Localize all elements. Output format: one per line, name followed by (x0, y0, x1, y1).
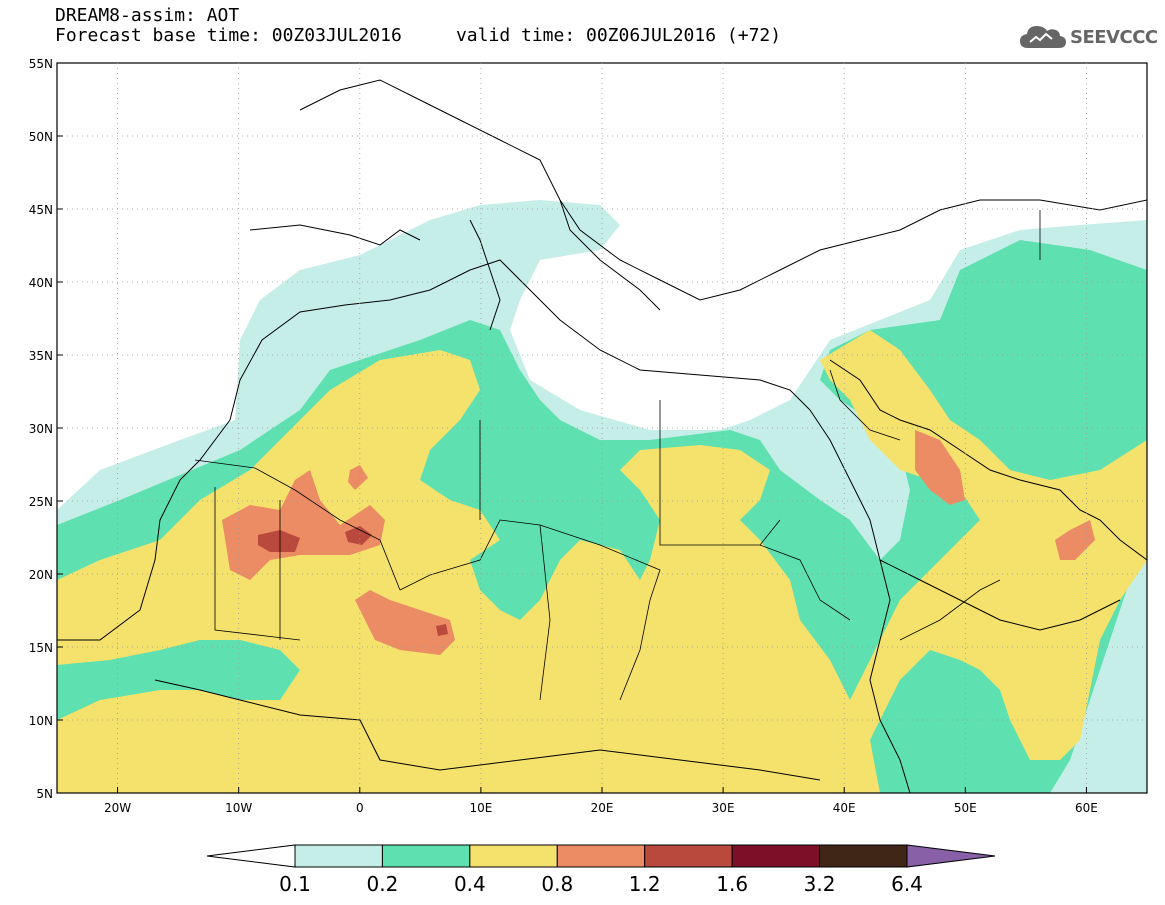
lat-tick-label: 50N (29, 130, 53, 144)
cloud-icon (1020, 26, 1066, 48)
colorbar-label: 0.8 (541, 872, 573, 896)
lat-tick-label: 15N (29, 641, 53, 655)
lat-tick-label: 30N (29, 422, 53, 436)
lat-tick-label: 20N (29, 568, 53, 582)
aot-field (57, 63, 1147, 793)
lon-tick-label: 20E (591, 801, 614, 815)
lat-tick-label: 45N (29, 203, 53, 217)
aot-level-0.8 (222, 430, 1095, 655)
lon-tick-label: 20W (104, 801, 131, 815)
axis-ticks: 55N 50N 45N 40N 35N 30N 25N 20N 15N 10N 5N 20W 10W 0 1… (29, 57, 1098, 815)
lat-tick-label: 10N (29, 714, 53, 728)
lon-tick-label: 60E (1075, 801, 1098, 815)
lon-tick-label: 10E (469, 801, 492, 815)
plot-header: DREAM8-assim: AOT Forecast base time: 00… (55, 6, 781, 46)
lon-tick-label: 30E (712, 801, 735, 815)
colorbar-box (294, 844, 383, 868)
lon-tick-label: 50E (954, 801, 977, 815)
colorbar-box (381, 844, 471, 868)
colorbar: 0.1 0.2 0.4 0.8 1.2 1.6 3.2 6.4 (206, 844, 996, 896)
logo-text: SEEVCCC (1070, 26, 1158, 48)
lat-tick-label: 35N (29, 349, 53, 363)
colorbar-label: 0.4 (454, 872, 486, 896)
colorbar-label: 0.2 (367, 872, 399, 896)
colorbar-label: 0.1 (279, 872, 311, 896)
colorbar-box (644, 844, 733, 868)
colorbar-box (819, 844, 908, 868)
lat-tick-label: 40N (29, 276, 53, 290)
aot-level-1.2 (258, 526, 448, 636)
colorbar-box (731, 844, 821, 868)
product-title: DREAM8-assim: AOT (55, 5, 240, 26)
colorbar-max-arrow (906, 844, 996, 868)
colorbar-label: 3.2 (804, 872, 836, 896)
aot-level-0.4 (57, 330, 1147, 793)
seevccc-logo: SEEVCCC (1018, 22, 1158, 52)
colorbar-label: 6.4 (891, 872, 923, 896)
lon-tick-label: 40E (833, 801, 856, 815)
lat-tick-label: 55N (29, 57, 53, 71)
colorbar-label: 1.6 (716, 872, 748, 896)
lon-tick-label: 10W (225, 801, 252, 815)
coastlines (57, 79, 1147, 793)
colorbar-box (556, 844, 646, 868)
lon-tick-label: 0 (356, 801, 364, 815)
colorbar-box (469, 844, 558, 868)
colorbar-label: 1.2 (629, 872, 661, 896)
lat-tick-label: 25N (29, 495, 53, 509)
colorbar-min-arrow (206, 844, 296, 868)
lat-tick-label: 5N (36, 787, 53, 801)
graticule (57, 63, 1147, 793)
valid-time-label: valid time: 00Z06JUL2016 (+72) (455, 25, 782, 46)
country-borders (194, 210, 1041, 701)
base-time-label: Forecast base time: 00Z03JUL2016 (55, 25, 402, 46)
